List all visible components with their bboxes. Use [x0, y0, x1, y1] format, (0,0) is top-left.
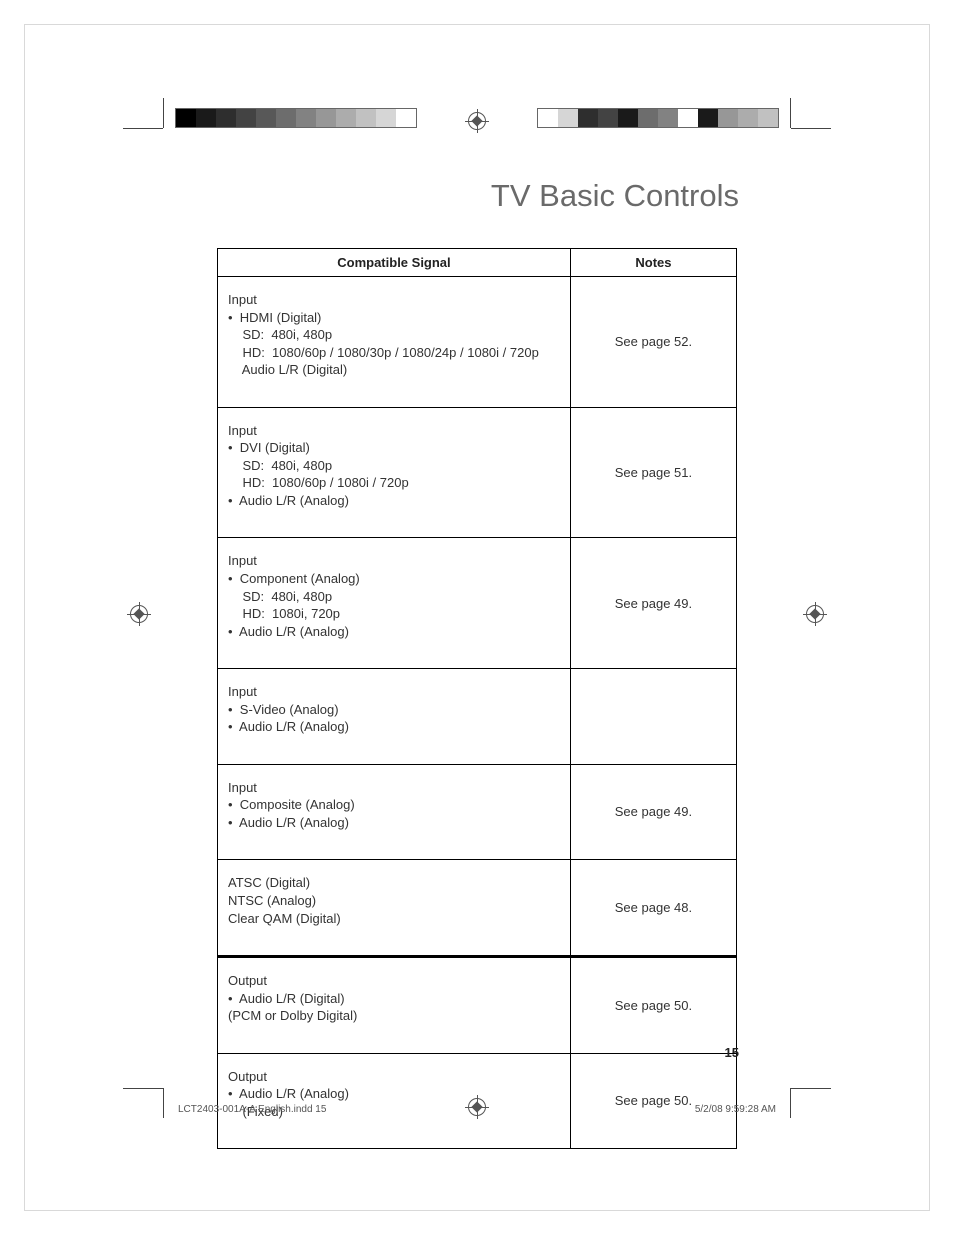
signal-line: HD: 1080/60p / 1080i / 720p — [228, 474, 560, 492]
signal-line: HD: 1080i, 720p — [228, 605, 560, 623]
notes-cell: See page 49. — [570, 764, 736, 860]
colorbar-swatch — [738, 109, 758, 127]
signal-cell: Input• HDMI (Digital) SD: 480i, 480p HD:… — [218, 277, 571, 408]
footer-timestamp: 5/2/08 9:59:28 AM — [695, 1104, 776, 1115]
signal-line: HD: 1080/60p / 1080/30p / 1080/24p / 108… — [228, 344, 560, 362]
notes-cell: See page 50. — [570, 957, 736, 1054]
colorbar-swatch — [256, 109, 276, 127]
notes-cell: See page 48. — [570, 860, 736, 957]
colorbar-swatch — [236, 109, 256, 127]
colorbar-swatch — [718, 109, 738, 127]
page-title: TV Basic Controls — [491, 178, 739, 214]
colorbar-swatch — [216, 109, 236, 127]
table-row: ATSC (Digital)NTSC (Analog)Clear QAM (Di… — [218, 860, 737, 957]
crop-mark — [123, 128, 163, 129]
colorbar-swatch — [356, 109, 376, 127]
table-row: Input• HDMI (Digital) SD: 480i, 480p HD:… — [218, 277, 737, 408]
colorbar-swatch — [678, 109, 698, 127]
footer-filename: LCT2403-001A-A English.indd 15 — [178, 1104, 326, 1115]
colorbar-swatch — [558, 109, 578, 127]
signal-line: SD: 480i, 480p — [228, 457, 560, 475]
colorbar-swatch — [276, 109, 296, 127]
table-row: Output• Audio L/R (Digital)(PCM or Dolby… — [218, 957, 737, 1054]
signal-line: • Audio L/R (Digital) — [228, 990, 560, 1008]
signal-table: Compatible Signal Notes Input• HDMI (Dig… — [217, 248, 737, 1149]
colorbar-swatch — [376, 109, 396, 127]
signal-line: Input — [228, 291, 560, 309]
table-row: Input• Composite (Analog)• Audio L/R (An… — [218, 764, 737, 860]
signal-line: Input — [228, 422, 560, 440]
signal-line: Output — [228, 972, 560, 990]
page-number: 15 — [725, 1045, 739, 1060]
signal-line: Input — [228, 779, 560, 797]
registration-mark-icon — [130, 605, 148, 623]
table-row: Input• Component (Analog) SD: 480i, 480p… — [218, 538, 737, 669]
colorbar-swatch — [698, 109, 718, 127]
colorbar-swatch — [176, 109, 196, 127]
table-row: Output• Audio L/R (Analog) (Fixed)See pa… — [218, 1053, 737, 1149]
table-header-notes: Notes — [570, 249, 736, 277]
signal-line: Input — [228, 683, 560, 701]
signal-cell: Input• Composite (Analog)• Audio L/R (An… — [218, 764, 571, 860]
signal-cell: Output• Audio L/R (Analog) (Fixed) — [218, 1053, 571, 1149]
signal-line: • Audio L/R (Analog) — [228, 718, 560, 736]
colorbar-swatch — [598, 109, 618, 127]
signal-line: (PCM or Dolby Digital) — [228, 1007, 560, 1025]
colorbar-swatch — [538, 109, 558, 127]
colorbar-swatch — [396, 109, 416, 127]
signal-line: • Composite (Analog) — [228, 796, 560, 814]
colorbar-swatch — [638, 109, 658, 127]
signal-line: • S-Video (Analog) — [228, 701, 560, 719]
colorbar-swatch — [758, 109, 778, 127]
signal-line: • Audio L/R (Analog) — [228, 492, 560, 510]
notes-cell: See page 51. — [570, 407, 736, 538]
crop-mark — [790, 1088, 791, 1118]
colorbar-left — [175, 108, 417, 128]
colorbar-swatch — [196, 109, 216, 127]
signal-line: SD: 480i, 480p — [228, 326, 560, 344]
notes-cell: See page 50. — [570, 1053, 736, 1149]
table-row: Input• DVI (Digital) SD: 480i, 480p HD: … — [218, 407, 737, 538]
signal-cell: ATSC (Digital)NTSC (Analog)Clear QAM (Di… — [218, 860, 571, 957]
signal-line: • Audio L/R (Analog) — [228, 623, 560, 641]
notes-cell: See page 52. — [570, 277, 736, 408]
crop-mark — [123, 1088, 163, 1089]
colorbar-right — [537, 108, 779, 128]
table-row: Input• S-Video (Analog)• Audio L/R (Anal… — [218, 669, 737, 765]
signal-line: • Audio L/R (Analog) — [228, 1085, 560, 1103]
signal-line: Output — [228, 1068, 560, 1086]
signal-line: • HDMI (Digital) — [228, 309, 560, 327]
signal-line: ATSC (Digital) — [228, 874, 560, 892]
registration-mark-icon — [806, 605, 824, 623]
colorbar-swatch — [578, 109, 598, 127]
notes-cell — [570, 669, 736, 765]
signal-line: SD: 480i, 480p — [228, 588, 560, 606]
signal-line: NTSC (Analog) — [228, 892, 560, 910]
signal-cell: Input• DVI (Digital) SD: 480i, 480p HD: … — [218, 407, 571, 538]
notes-cell: See page 49. — [570, 538, 736, 669]
colorbar-swatch — [658, 109, 678, 127]
manual-page: TV Basic Controls Compatible Signal Note… — [0, 0, 954, 1235]
signal-cell: Input• S-Video (Analog)• Audio L/R (Anal… — [218, 669, 571, 765]
signal-line: Input — [228, 552, 560, 570]
colorbar-swatch — [618, 109, 638, 127]
colorbar-swatch — [316, 109, 336, 127]
table-header-signal: Compatible Signal — [218, 249, 571, 277]
colorbar-swatch — [296, 109, 316, 127]
colorbar-swatch — [336, 109, 356, 127]
crop-mark — [790, 98, 791, 128]
signal-line: • Component (Analog) — [228, 570, 560, 588]
signal-cell: Output• Audio L/R (Digital)(PCM or Dolby… — [218, 957, 571, 1054]
crop-mark — [163, 98, 164, 128]
crop-mark — [791, 1088, 831, 1089]
registration-mark-icon — [468, 112, 486, 130]
signal-cell: Input• Component (Analog) SD: 480i, 480p… — [218, 538, 571, 669]
crop-mark — [163, 1088, 164, 1118]
signal-line: Clear QAM (Digital) — [228, 910, 560, 928]
signal-line: Audio L/R (Digital) — [228, 361, 560, 379]
signal-line: • Audio L/R (Analog) — [228, 814, 560, 832]
signal-line: • DVI (Digital) — [228, 439, 560, 457]
crop-mark — [791, 128, 831, 129]
